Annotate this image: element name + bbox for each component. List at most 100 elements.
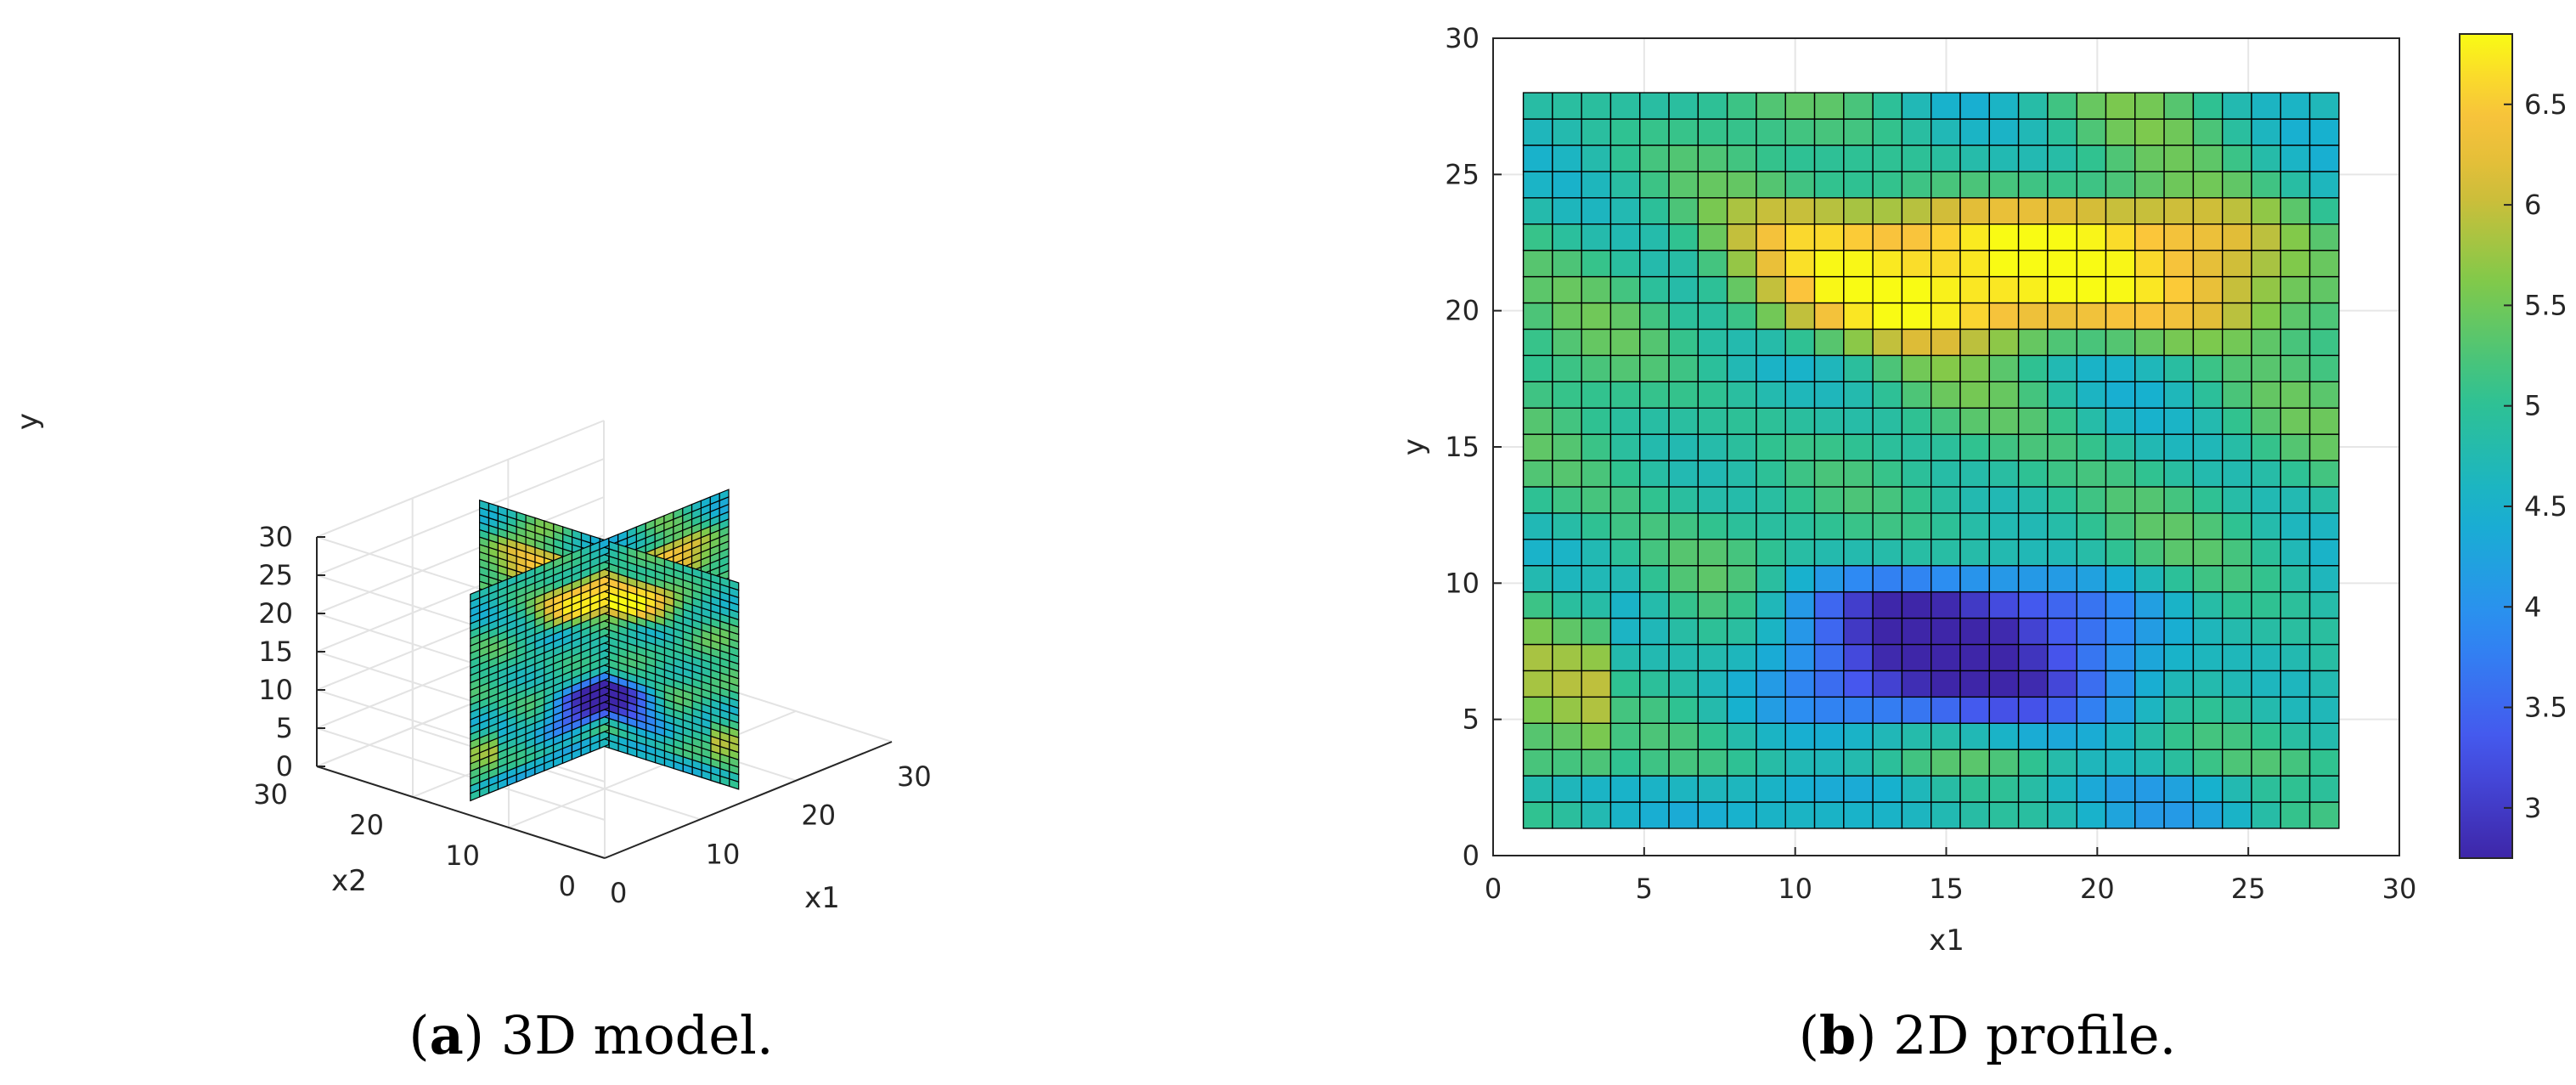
heatmap-cell <box>1639 249 1670 278</box>
heatmap-cell <box>1843 433 1874 461</box>
heatmap-cell <box>2076 144 2107 172</box>
heatmap-cell <box>1813 381 1845 409</box>
heatmap-cell <box>1609 801 1641 829</box>
heatmap-cell <box>1931 801 1961 829</box>
heatmap-cell <box>1581 223 1612 251</box>
heatmap-cell <box>2105 617 2136 646</box>
heatmap-cell <box>1872 643 1903 672</box>
heatmap-cell <box>1784 801 1816 829</box>
heatmap-cell <box>1813 696 1845 724</box>
heatmap-cell <box>1843 643 1874 672</box>
heatmap-cell <box>1552 539 1582 567</box>
heatmap-cell <box>1756 643 1786 672</box>
heatmap-cell <box>2192 433 2224 461</box>
heatmap-cell <box>2221 433 2252 461</box>
heatmap-cell <box>1668 354 1699 382</box>
heatmap-cell <box>2251 275 2281 304</box>
caption-a-letter: a <box>430 1004 464 1066</box>
x2-tick-label: 30 <box>253 778 288 811</box>
heatmap-cell <box>1552 486 1582 514</box>
heatmap-cell <box>1609 722 1641 750</box>
x2-tick-label: 20 <box>349 809 384 841</box>
heatmap-cell <box>2047 197 2077 225</box>
heatmap-cell <box>2251 565 2281 593</box>
heatmap-cell <box>1697 617 1728 646</box>
heatmap-cell <box>1552 118 1582 146</box>
heatmap-cell <box>1697 643 1728 672</box>
heatmap-cell <box>1843 775 1874 803</box>
heatmap-cell <box>1843 275 1874 304</box>
heatmap-cell <box>1756 670 1786 698</box>
heatmap-cell <box>1581 696 1612 724</box>
caption-b-text: 2D profile. <box>1893 1004 2176 1066</box>
heatmap-cell <box>2308 512 2340 540</box>
heatmap-cell <box>1639 223 1670 251</box>
heatmap-cell <box>1959 328 1991 357</box>
heatmap-cell <box>2221 302 2252 331</box>
heatmap-cell <box>1609 249 1641 278</box>
heatmap-cell <box>1813 512 1845 540</box>
heatmap-cell <box>1639 722 1670 750</box>
heatmap-cell <box>2017 92 2049 120</box>
heatmap-cell <box>1668 460 1699 488</box>
heatmap-cell <box>2221 565 2252 593</box>
heatmap-cell <box>2251 591 2281 619</box>
heatmap-cell <box>2280 144 2311 172</box>
heatmap-cell <box>1756 302 1786 331</box>
heatmap-cell <box>2251 407 2281 435</box>
heatmap-cell <box>2163 749 2195 777</box>
heatmap-cell <box>2105 275 2136 304</box>
heatmap-cell <box>2105 539 2136 567</box>
heatmap-cell <box>1726 144 1757 172</box>
heatmap-cell <box>2047 565 2077 593</box>
heatmap-cell <box>1697 749 1728 777</box>
heatmap-cell <box>2163 512 2195 540</box>
y-tick-label: 25 <box>1445 158 1480 190</box>
heatmap-cell <box>1784 486 1816 514</box>
x-tick-label: 25 <box>2231 873 2266 905</box>
heatmap-cell <box>1668 249 1699 278</box>
colorbar-tick-label: 3 <box>2524 792 2541 824</box>
heatmap-cell <box>1872 539 1903 567</box>
heatmap-cell <box>1668 591 1699 619</box>
heatmap-cell <box>1668 381 1699 409</box>
heatmap-cell <box>2134 565 2165 593</box>
heatmap-cell <box>1988 775 2020 803</box>
heatmap-cell <box>2192 512 2224 540</box>
heatmap-cell <box>2163 775 2195 803</box>
heatmap-cell <box>1552 249 1582 278</box>
heatmap-cell <box>2192 775 2224 803</box>
heatmap-cell <box>1697 328 1728 357</box>
heatmap-cell <box>1726 118 1757 146</box>
heatmap-cell <box>2251 302 2281 331</box>
heatmap-cell <box>1726 617 1757 646</box>
heatmap-cell <box>1872 92 1903 120</box>
heatmap-cell <box>1959 617 1991 646</box>
heatmap-cell <box>2280 197 2311 225</box>
heatmap-cell <box>1581 381 1612 409</box>
heatmap-cell <box>2105 696 2136 724</box>
heatmap-cell <box>1901 460 1932 488</box>
heatmap-cell <box>1756 749 1786 777</box>
heatmap-cell <box>2192 381 2224 409</box>
heatmap-cell <box>2017 749 2049 777</box>
heatmap-cell <box>2047 722 2077 750</box>
heatmap-cell <box>2047 223 2077 251</box>
heatmap-cell <box>1756 407 1786 435</box>
heatmap-cell <box>1843 565 1874 593</box>
heatmap-cell <box>1639 486 1670 514</box>
heatmap-cell <box>2047 643 2077 672</box>
heatmap-cell <box>1668 144 1699 172</box>
heatmap-cell <box>1581 92 1612 120</box>
heatmap-cell <box>1522 118 1553 146</box>
heatmap-cell <box>1668 801 1699 829</box>
heatmap-cell <box>2251 197 2281 225</box>
heatmap-cell <box>1522 801 1553 829</box>
heatmap-cell <box>1931 775 1961 803</box>
heatmap-cell <box>1697 591 1728 619</box>
caption-b: (b) 2D profile. <box>1799 1004 2177 1066</box>
heatmap-cell <box>2280 486 2311 514</box>
heatmap-cell <box>2280 433 2311 461</box>
heatmap-cell <box>2134 539 2165 567</box>
heatmap-cell <box>2017 722 2049 750</box>
